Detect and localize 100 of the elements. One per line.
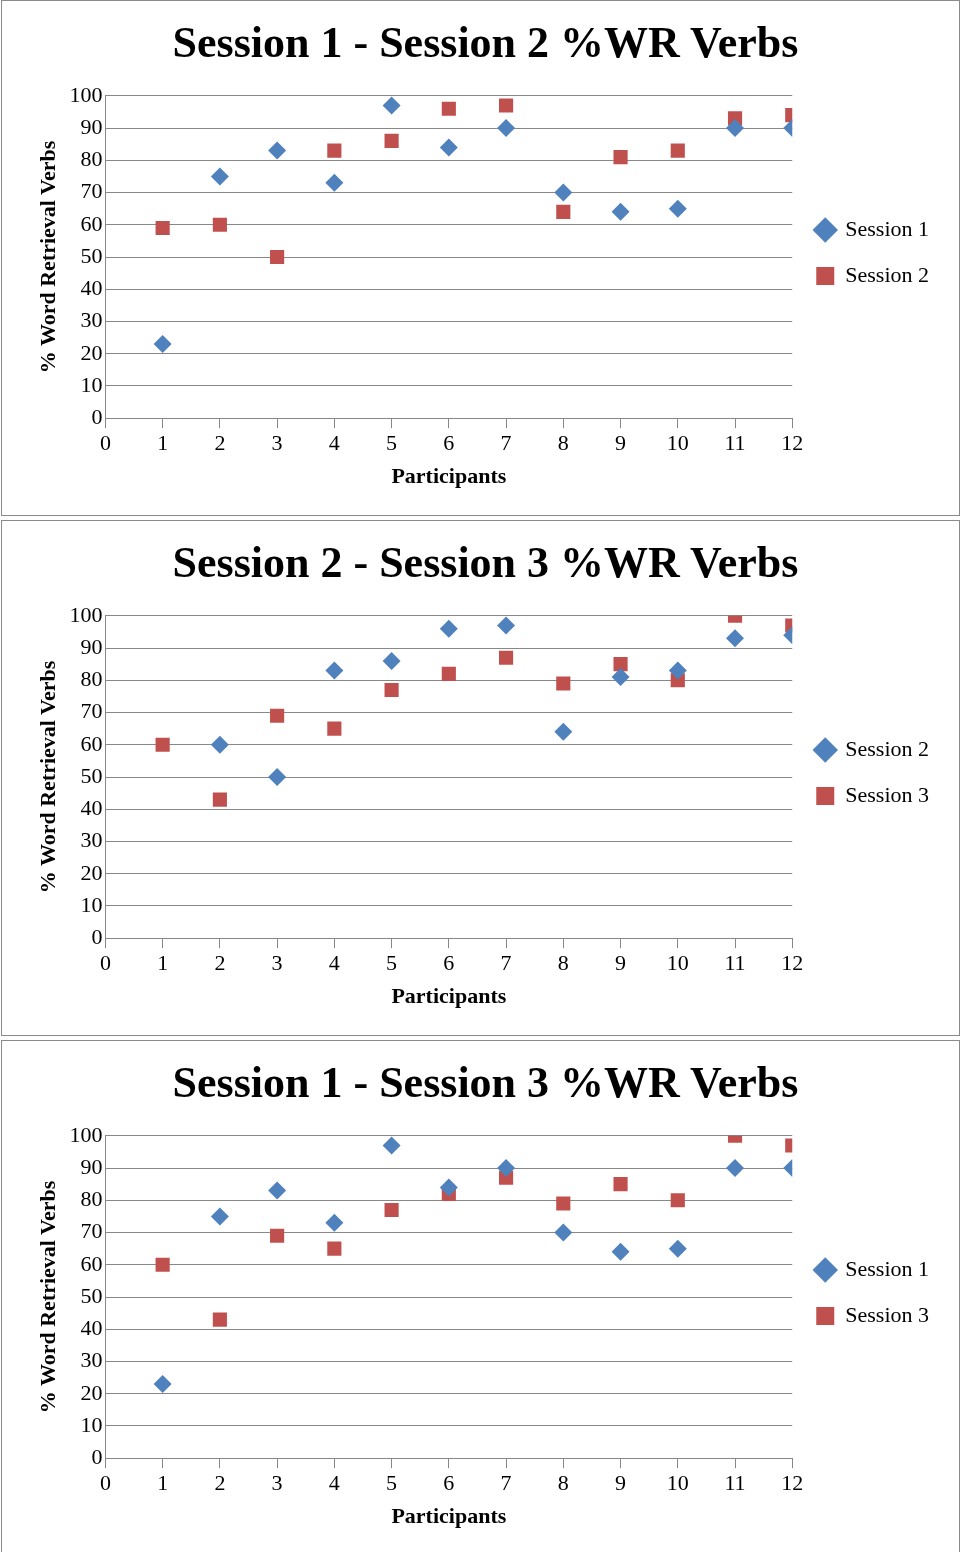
legend-label: Session 1 [845, 215, 930, 241]
point [726, 1159, 745, 1178]
point [382, 651, 401, 670]
x-tick-label: 12 [781, 950, 804, 976]
chart-title: Session 2 - Session 3 %WR Verbs [172, 537, 799, 587]
x-tick-label: 4 [328, 950, 340, 976]
point [268, 141, 287, 160]
y-tick-label: 30 [80, 307, 103, 333]
y-tick-label: 60 [80, 1250, 103, 1276]
point [611, 202, 630, 221]
x-tick-label: 11 [724, 950, 746, 976]
x-tick-label: 7 [500, 430, 512, 456]
y-tick-label: 10 [80, 1411, 103, 1437]
y-axis-title: % Word Retrieval Verbs [34, 1180, 60, 1414]
point [556, 1196, 571, 1211]
point [668, 1239, 687, 1258]
point [613, 149, 628, 165]
legend-label: Session 2 [845, 735, 930, 761]
point [212, 1312, 227, 1327]
point [325, 1213, 344, 1232]
point [499, 650, 514, 665]
y-tick-label: 40 [80, 1315, 103, 1341]
x-axis-title: Participants [391, 983, 507, 1009]
point [210, 735, 229, 754]
point [611, 668, 630, 687]
x-tick-label: 10 [666, 430, 689, 456]
point [668, 661, 687, 680]
point [210, 167, 229, 186]
point [611, 1242, 630, 1261]
point [270, 708, 285, 723]
x-tick-label: 8 [557, 1470, 569, 1496]
legend-label: Session 3 [845, 781, 930, 807]
point [270, 249, 285, 265]
chart-title: Session 1 - Session 2 %WR Verbs [172, 17, 799, 67]
point [325, 173, 344, 192]
y-tick-label: 80 [80, 146, 103, 172]
point [554, 722, 573, 741]
point [668, 199, 687, 218]
point [155, 737, 170, 752]
x-tick-label: 3 [271, 950, 283, 976]
point [441, 101, 456, 116]
x-tick-label: 10 [666, 1470, 689, 1496]
point [554, 183, 573, 202]
x-tick-label: 2 [214, 1470, 226, 1496]
x-tick-label: 3 [271, 1470, 283, 1496]
y-tick-label: 90 [80, 1153, 103, 1179]
y-tick-label: 100 [69, 1121, 103, 1147]
point [212, 217, 227, 232]
point [212, 792, 227, 807]
point [556, 676, 571, 691]
x-tick-label: 1 [157, 950, 169, 976]
y-tick-label: 70 [80, 698, 103, 724]
point [155, 220, 170, 236]
x-tick-label: 11 [724, 430, 746, 456]
y-tick-label: 30 [80, 827, 103, 853]
x-tick-label: 2 [214, 950, 226, 976]
x-tick-label: 5 [386, 950, 398, 976]
point [670, 1193, 685, 1208]
y-tick-label: 0 [91, 923, 103, 949]
x-tick-label: 1 [157, 1470, 169, 1496]
x-tick-label: 9 [615, 1470, 627, 1496]
point [327, 721, 342, 736]
x-tick-label: 9 [615, 430, 627, 456]
point [325, 661, 344, 680]
point [384, 1202, 399, 1218]
x-tick-label: 9 [615, 950, 627, 976]
point [268, 768, 287, 786]
point [726, 119, 745, 138]
y-tick-label: 90 [80, 633, 103, 659]
y-tick-label: 20 [80, 339, 103, 365]
x-tick-label: 1 [157, 430, 169, 456]
y-axis-title: % Word Retrieval Verbs [34, 140, 60, 374]
x-tick-label: 7 [500, 950, 512, 976]
point [497, 119, 516, 138]
x-axis-title: Participants [391, 1503, 507, 1529]
x-tick-label: 4 [328, 1470, 340, 1496]
y-tick-label: 100 [69, 601, 103, 627]
x-tick-label: 6 [443, 950, 455, 976]
legend-label: Session 1 [845, 1255, 930, 1281]
point [384, 682, 399, 698]
point [270, 1228, 285, 1243]
y-tick-label: 60 [80, 210, 103, 236]
point [726, 629, 745, 648]
y-axis-title: % Word Retrieval Verbs [34, 660, 60, 894]
x-tick-label: 2 [214, 430, 226, 456]
y-tick-label: 50 [80, 1282, 103, 1308]
y-tick-label: 20 [80, 1379, 103, 1405]
y-tick-label: 50 [80, 242, 103, 268]
y-tick-label: 40 [80, 275, 103, 301]
point [439, 619, 458, 638]
y-tick-label: 80 [80, 1186, 103, 1212]
y-tick-label: 100 [69, 81, 103, 107]
point [384, 133, 399, 149]
y-tick-label: 60 [80, 730, 103, 756]
legend-label: Session 3 [845, 1301, 930, 1327]
x-tick-label: 8 [557, 950, 569, 976]
point [554, 1223, 573, 1242]
point [153, 335, 172, 354]
point [499, 98, 514, 113]
point [153, 1375, 172, 1394]
